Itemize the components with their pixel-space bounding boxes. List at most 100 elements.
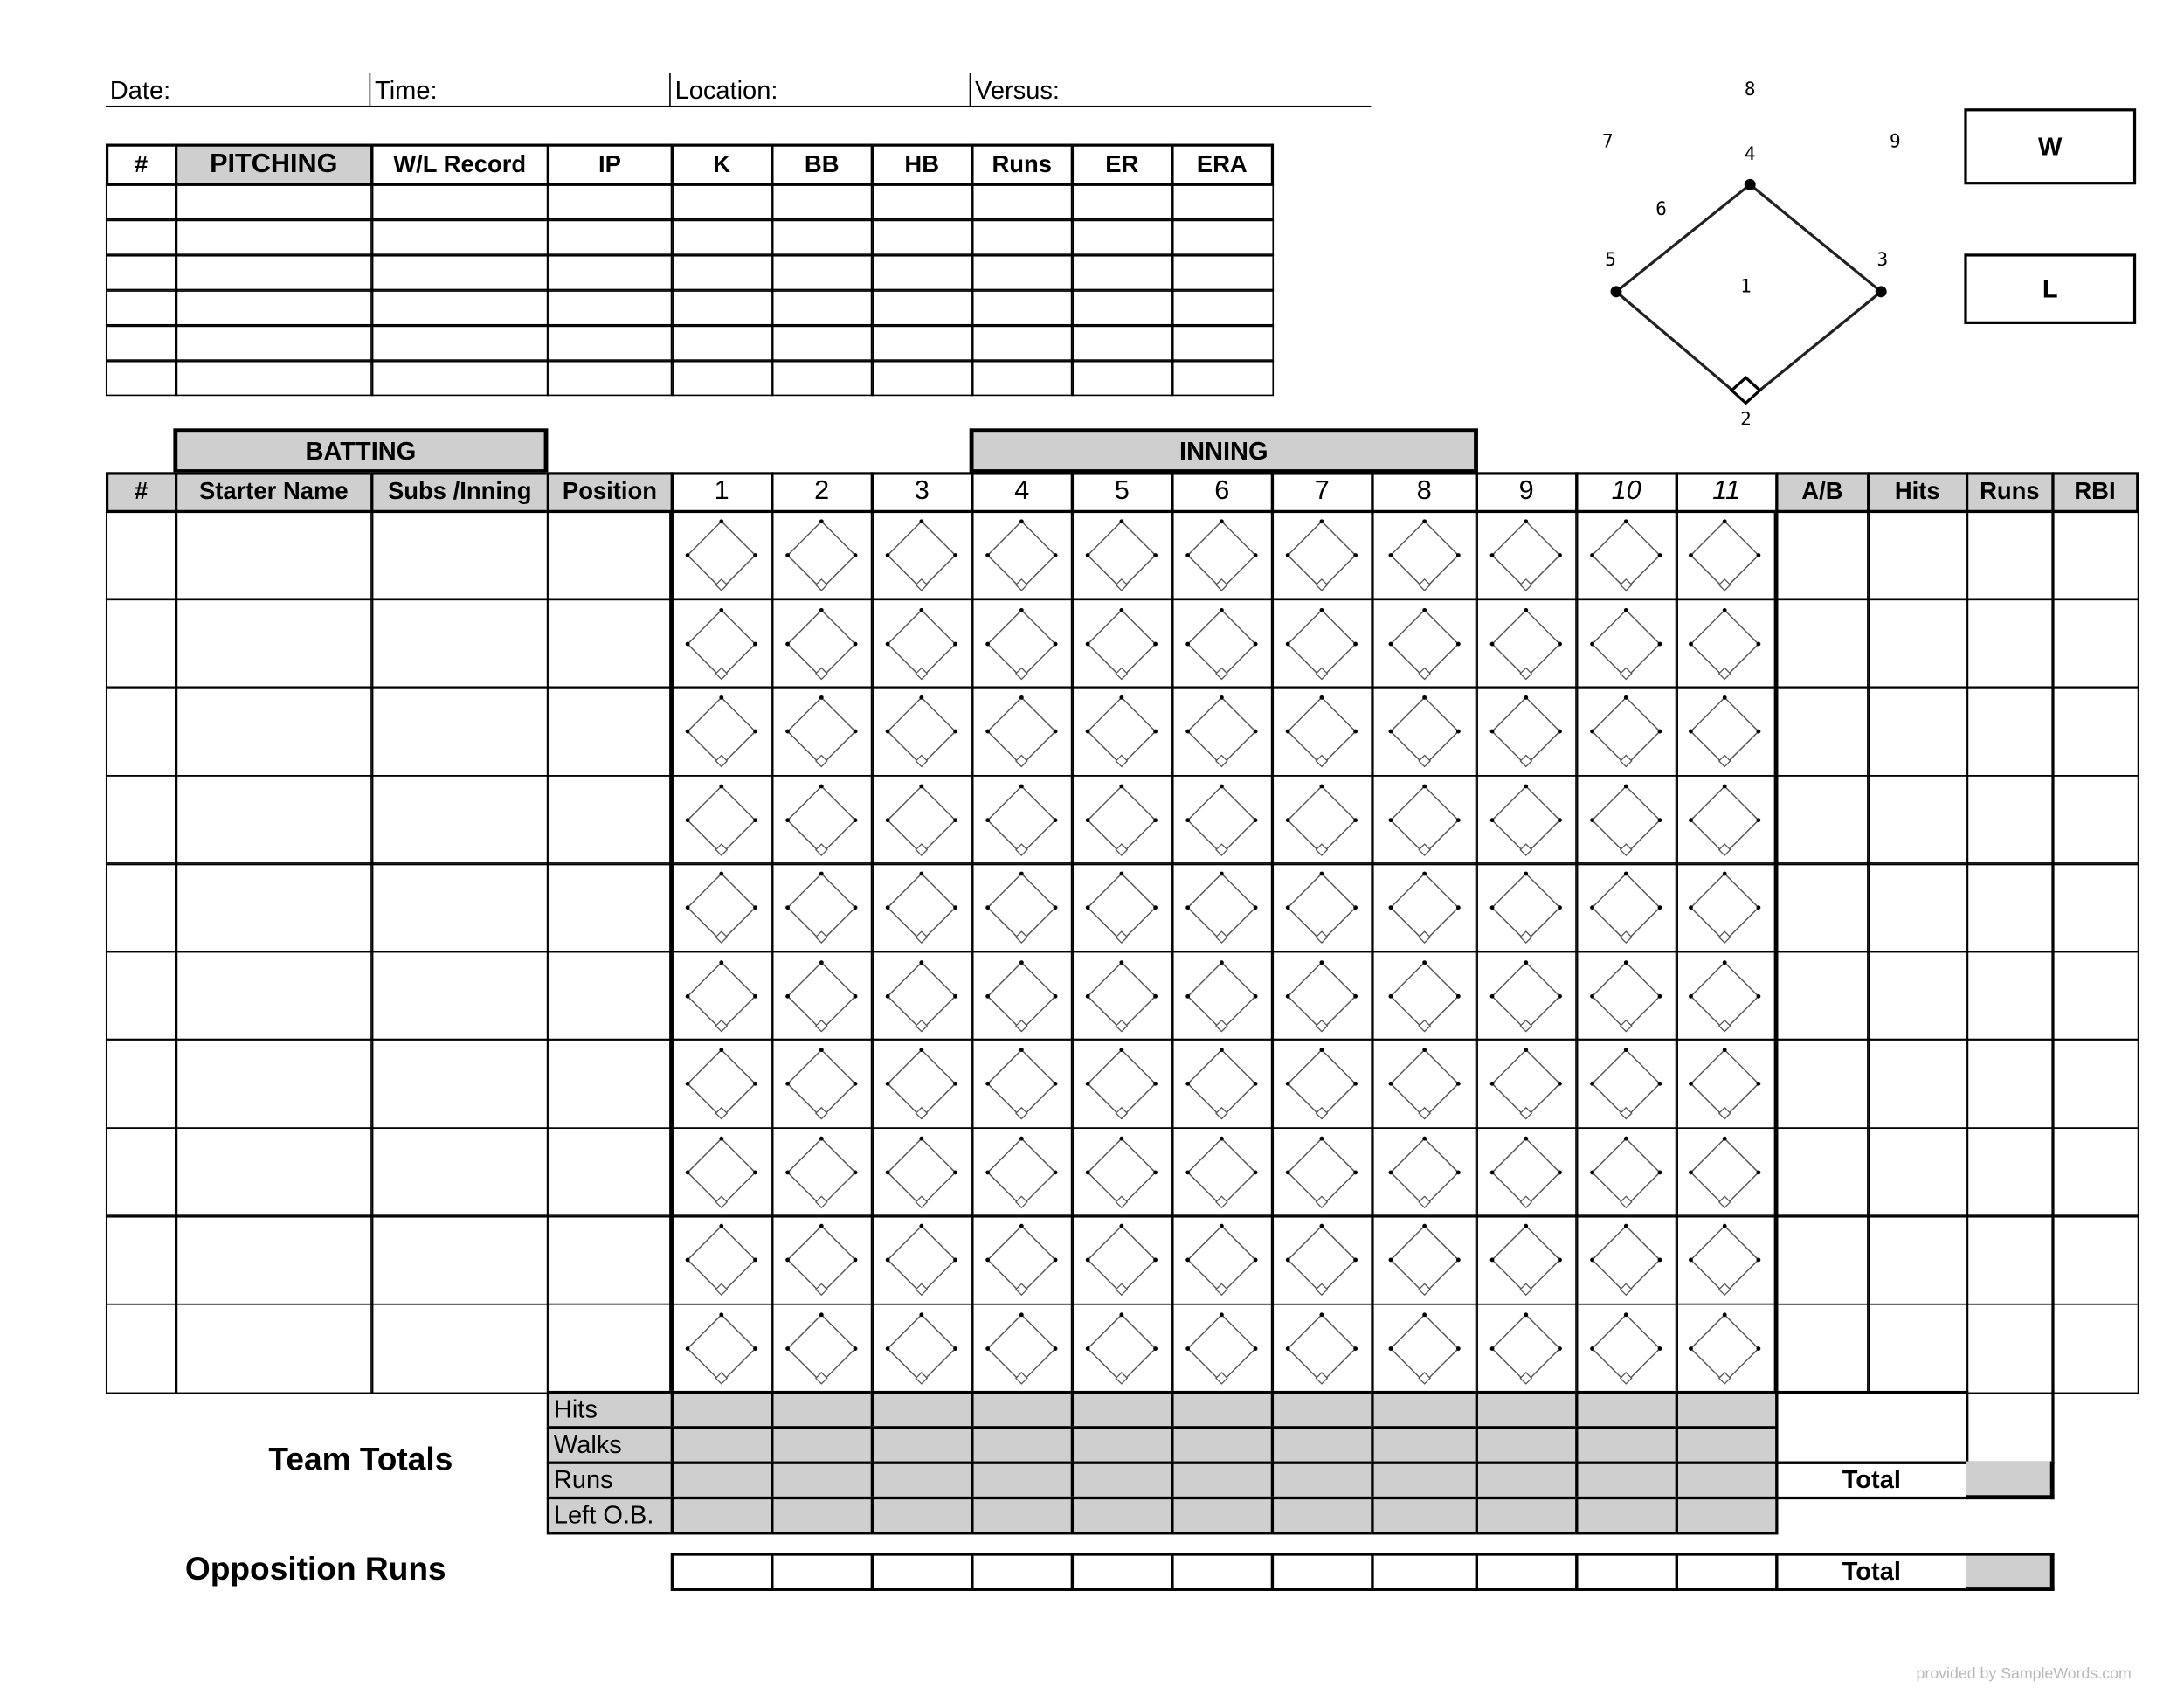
pitching-cell[interactable] [771,359,874,396]
at-bat-cell[interactable] [771,950,874,1041]
at-bat-cell[interactable] [971,509,1074,601]
at-bat-cell[interactable] [1675,1126,1778,1217]
pitching-cell[interactable] [1171,359,1274,396]
pitching-cell[interactable] [1171,323,1274,362]
date-field[interactable]: Date: [109,76,171,105]
batting-cell[interactable] [2051,1214,2139,1305]
batting-cell[interactable] [105,686,177,777]
at-bat-cell[interactable] [1475,1303,1578,1394]
team-totals-cell[interactable] [1475,1426,1578,1463]
at-bat-cell[interactable] [1371,1214,1478,1305]
at-bat-cell[interactable] [1171,1126,1274,1217]
at-bat-cell[interactable] [771,598,874,688]
batting-cell[interactable] [370,1126,549,1217]
batting-cell[interactable] [1965,1126,2054,1217]
team-totals-cell[interactable] [1575,1426,1678,1463]
team-totals-cell[interactable] [771,1461,874,1499]
opposition-total-value[interactable] [1965,1553,2054,1591]
team-totals-cell[interactable] [1270,1496,1373,1534]
at-bat-cell[interactable] [1270,950,1373,1041]
at-bat-cell[interactable] [1371,862,1478,953]
opposition-run-cell[interactable] [1171,1553,1274,1591]
team-total-value[interactable] [1965,1461,2054,1499]
at-bat-cell[interactable] [971,598,1074,688]
at-bat-cell[interactable] [1070,774,1173,865]
batting-cell[interactable] [370,509,549,601]
at-bat-cell[interactable] [870,509,973,601]
at-bat-cell[interactable] [1575,598,1678,688]
at-bat-cell[interactable] [1371,950,1478,1041]
batting-cell[interactable] [174,509,373,601]
batting-cell[interactable] [1867,1214,1968,1305]
pitching-cell[interactable] [771,288,874,327]
at-bat-cell[interactable] [1675,686,1778,777]
pitching-cell[interactable] [370,218,549,256]
pitching-cell[interactable] [546,218,674,256]
at-bat-cell[interactable] [1371,1303,1478,1394]
batting-cell[interactable] [105,1303,177,1394]
pitching-cell[interactable] [174,359,373,396]
at-bat-cell[interactable] [670,509,773,601]
batting-cell[interactable] [2051,509,2139,601]
opposition-run-cell[interactable] [1475,1553,1578,1591]
batting-cell[interactable] [2051,774,2139,865]
batting-cell[interactable] [105,509,177,601]
opposition-run-cell[interactable] [1270,1553,1373,1591]
at-bat-cell[interactable] [1675,598,1778,688]
at-bat-cell[interactable] [1171,1303,1274,1394]
at-bat-cell[interactable] [1171,1214,1274,1305]
pitching-cell[interactable] [546,288,674,327]
at-bat-cell[interactable] [771,1126,874,1217]
at-bat-cell[interactable] [1475,774,1578,865]
batting-cell[interactable] [1965,598,2054,688]
pitching-cell[interactable] [971,183,1074,221]
team-totals-cell[interactable] [1575,1461,1678,1499]
batting-cell[interactable] [546,950,674,1041]
at-bat-cell[interactable] [1171,598,1274,688]
at-bat-cell[interactable] [870,1126,973,1217]
at-bat-cell[interactable] [1371,1038,1478,1129]
opposition-run-cell[interactable] [1675,1553,1778,1591]
time-field[interactable]: Time: [375,76,438,105]
at-bat-cell[interactable] [1575,1126,1678,1217]
batting-cell[interactable] [2051,1303,2139,1394]
at-bat-cell[interactable] [771,1303,874,1394]
pitching-cell[interactable] [870,323,973,362]
at-bat-cell[interactable] [1171,774,1274,865]
batting-cell[interactable] [105,862,177,953]
at-bat-cell[interactable] [1475,598,1578,688]
pitching-cell[interactable] [870,218,973,256]
batting-cell[interactable] [1965,950,2054,1041]
at-bat-cell[interactable] [670,1126,773,1217]
batting-cell[interactable] [2051,1126,2139,1217]
pitching-cell[interactable] [174,288,373,327]
at-bat-cell[interactable] [1675,774,1778,865]
batting-cell[interactable] [546,1303,674,1394]
pitching-cell[interactable] [546,183,674,221]
pitching-cell[interactable] [370,253,549,292]
batting-cell[interactable] [1775,598,1870,688]
pitching-cell[interactable] [1171,253,1274,292]
versus-field[interactable]: Versus: [975,76,1060,105]
location-field[interactable]: Location: [674,76,778,105]
pitching-cell[interactable] [670,288,773,327]
team-totals-cell[interactable] [1270,1461,1373,1499]
batting-cell[interactable] [174,862,373,953]
at-bat-cell[interactable] [1475,509,1578,601]
at-bat-cell[interactable] [670,950,773,1041]
batting-cell[interactable] [370,1303,549,1394]
batting-cell[interactable] [1775,862,1870,953]
batting-cell[interactable] [370,774,549,865]
pitching-cell[interactable] [370,183,549,221]
team-totals-cell[interactable] [1575,1496,1678,1534]
at-bat-cell[interactable] [1070,862,1173,953]
pitching-cell[interactable] [1070,359,1173,396]
opposition-run-cell[interactable] [1575,1553,1678,1591]
at-bat-cell[interactable] [1575,862,1678,953]
pitching-cell[interactable] [971,288,1074,327]
batting-cell[interactable] [1965,509,2054,601]
pitching-cell[interactable] [174,218,373,256]
team-totals-cell[interactable] [1475,1390,1578,1429]
pitching-cell[interactable] [870,253,973,292]
batting-cell[interactable] [1775,686,1870,777]
